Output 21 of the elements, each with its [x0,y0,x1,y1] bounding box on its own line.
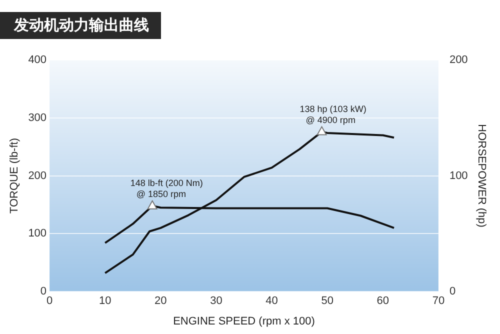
x-tick-label: 20 [154,295,167,308]
x-axis-title: ENGINE SPEED (rpm x 100) [173,315,315,328]
y2-axis-title: HORSEPOWER (hp) [475,124,488,228]
annotation: 138 hp (103 kW) @ 4900 rpm [300,104,366,125]
y-tick-label: 300 [28,112,47,124]
x-tick-label: 50 [321,295,334,308]
x-tick-label: 60 [376,295,390,308]
y2-tick-label: 200 [449,54,468,66]
y-tick-label: 200 [28,170,47,182]
y-tick-label: 0 [40,286,47,298]
y2-tick-label: 0 [449,286,456,298]
y-axis-title: TORQUE (lb-ft) [8,138,21,214]
x-tick-label: 10 [98,295,112,308]
annotation: 148 lb-ft (200 Nm) @ 1850 rpm [130,178,203,199]
chart-title: 发动机动力输出曲线 [0,12,161,39]
x-tick-label: 30 [210,295,222,308]
y2-tick-label: 100 [449,170,468,182]
y-tick-label: 400 [28,54,47,66]
x-tick-label: 40 [266,295,278,308]
y-tick-label: 100 [28,228,47,240]
x-tick-label: 70 [432,295,445,308]
